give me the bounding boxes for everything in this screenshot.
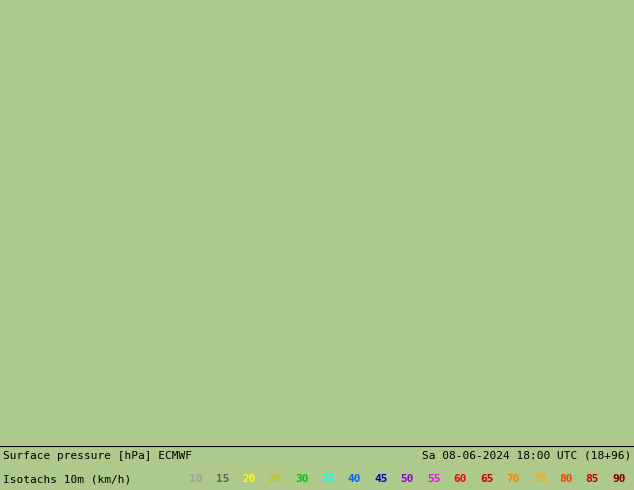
Text: 25: 25 [268, 474, 282, 485]
Text: Sa 08-06-2024 18:00 UTC (18+96): Sa 08-06-2024 18:00 UTC (18+96) [422, 451, 631, 461]
Text: 50: 50 [401, 474, 414, 485]
Text: 60: 60 [453, 474, 467, 485]
Text: 15: 15 [216, 474, 229, 485]
Text: 85: 85 [586, 474, 599, 485]
Text: Isotachs 10m (km/h): Isotachs 10m (km/h) [3, 474, 131, 485]
Text: 90: 90 [612, 474, 626, 485]
Text: 45: 45 [374, 474, 387, 485]
Text: 40: 40 [347, 474, 361, 485]
Text: 70: 70 [507, 474, 520, 485]
Text: 65: 65 [480, 474, 493, 485]
Text: 80: 80 [559, 474, 573, 485]
Text: 35: 35 [321, 474, 335, 485]
Text: 10: 10 [189, 474, 202, 485]
Text: 75: 75 [533, 474, 547, 485]
Text: Surface pressure [hPa] ECMWF: Surface pressure [hPa] ECMWF [3, 451, 191, 461]
Text: 20: 20 [242, 474, 256, 485]
Text: 55: 55 [427, 474, 441, 485]
Text: 30: 30 [295, 474, 308, 485]
